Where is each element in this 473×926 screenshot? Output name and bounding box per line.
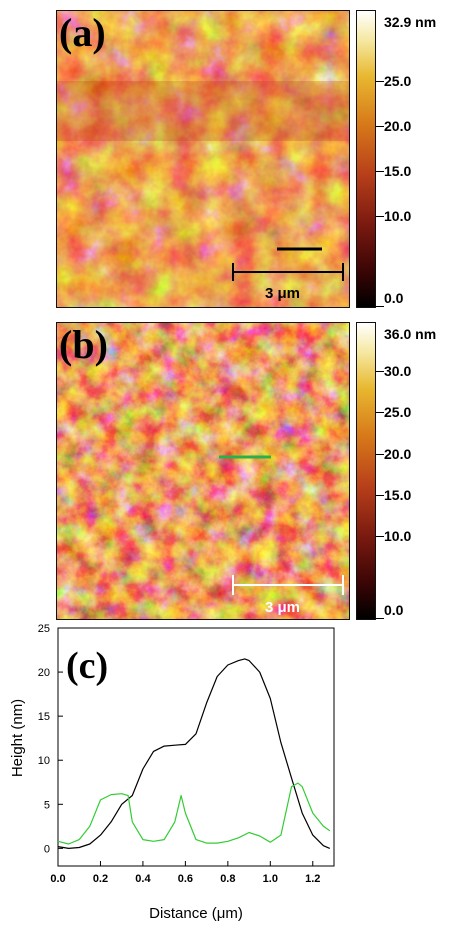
colorbar-a-tick-label: 15.0 (384, 163, 411, 179)
colorbar-b-tick-label: 20.0 (384, 446, 411, 462)
colorbar-a-tick-mark (376, 126, 384, 127)
y-tick-label: 15 (38, 711, 50, 723)
colorbar-a-tick-label: 20.0 (384, 118, 411, 134)
x-tick-label: 1.2 (305, 873, 320, 885)
plot-series (58, 659, 330, 849)
profile-line-green (58, 783, 330, 844)
panel-label-b: (b) (59, 325, 108, 365)
colorbar-a-max-label: 32.9 nm (384, 14, 436, 30)
colorbar-b-tick-mark (376, 412, 384, 413)
colorbar-b-tick-label: 15.0 (384, 487, 411, 503)
x-tick-label: 0.0 (50, 873, 65, 885)
y-tick-label: 5 (44, 799, 50, 811)
afm-image-b: (b) 3 μm (56, 322, 350, 620)
colorbar-b-tick-mark (376, 618, 384, 619)
colorbar-a-tick-label: 25.0 (384, 73, 411, 89)
colorbar-a-tick-label: 0.0 (384, 290, 403, 306)
colorbar-b-tick-label: 25.0 (384, 404, 411, 420)
colorbar-b-tick-mark (376, 536, 384, 537)
colorbar-a-tick-mark (376, 81, 384, 82)
scale-bar-label-a: 3 μm (265, 285, 300, 302)
height-profile-chart: 0.0 0.2 0.4 0.6 0.8 1.0 1.2 0 5 10 15 20 25 (c) Dist… (0, 620, 473, 926)
y-tick-label: 25 (38, 623, 50, 635)
colorbar-a-tick-mark (376, 216, 384, 217)
y-tick-label: 0 (44, 843, 50, 855)
colorbar-b-tick-label: 30.0 (384, 363, 411, 379)
scale-bar-label-b: 3 μm (265, 599, 300, 616)
x-tick-label: 0.4 (135, 873, 151, 885)
y-tick-label: 10 (38, 755, 50, 767)
colorbar-b-tick-mark (376, 495, 384, 496)
colorbar-b (356, 322, 376, 620)
x-tick-label: 0.6 (178, 873, 193, 885)
panel-label-a: (a) (59, 13, 106, 53)
colorbar-b-tick-label: 10.0 (384, 528, 411, 544)
x-tick-label: 1.0 (263, 873, 278, 885)
profile-line-black (58, 659, 330, 849)
x-tick-label: 0.2 (93, 873, 108, 885)
colorbar-a-tick-mark (376, 306, 384, 307)
afm-texture-a (57, 11, 349, 307)
afm-image-a: (a) 3 μm (56, 10, 350, 308)
colorbar-b-tick-label: 0.0 (384, 602, 403, 618)
y-tick-label: 20 (38, 667, 50, 679)
colorbar-b-max-label: 36.0 nm (384, 326, 436, 342)
panel-label-c: (c) (66, 645, 108, 687)
colorbar-a-tick-mark (376, 171, 384, 172)
colorbar-b-tick-mark (376, 371, 384, 372)
colorbar-a (356, 10, 376, 308)
afm-texture-b (57, 323, 349, 619)
colorbar-b-tick-mark (376, 454, 384, 455)
colorbar-a-tick-label: 10.0 (384, 208, 411, 224)
x-tick-label: 0.8 (220, 873, 235, 885)
x-axis-label: Distance (μm) (149, 905, 243, 922)
y-axis-label: Height (nm) (9, 699, 26, 777)
